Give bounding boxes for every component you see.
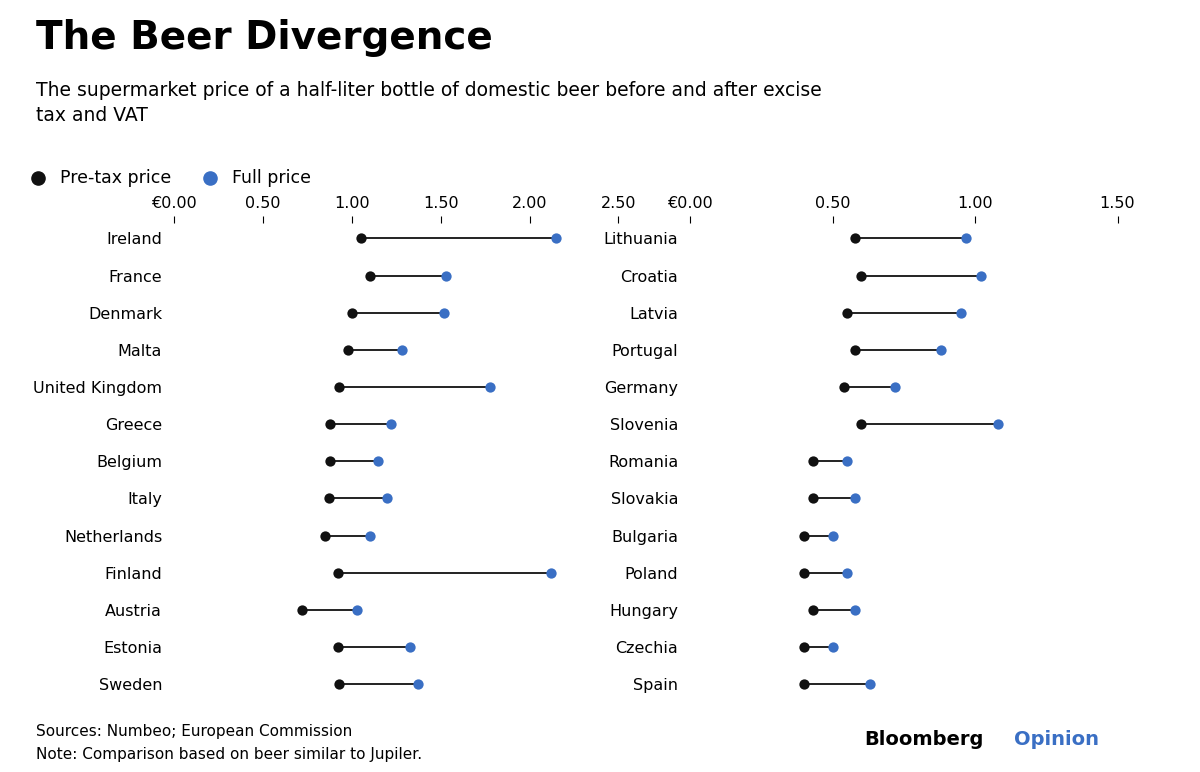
Text: The supermarket price of a half-liter bottle of domestic beer before and after e: The supermarket price of a half-liter bo… — [36, 81, 822, 125]
Point — [860, 678, 880, 690]
Point — [838, 455, 857, 467]
Text: Pre-tax price: Pre-tax price — [60, 168, 172, 187]
Point — [834, 381, 853, 393]
Point — [382, 418, 401, 430]
Point — [823, 530, 842, 542]
Point — [823, 641, 842, 653]
Point — [401, 641, 420, 653]
Point — [319, 493, 338, 505]
Point — [838, 306, 857, 319]
Point — [360, 269, 379, 282]
Point — [846, 604, 865, 616]
Point — [541, 567, 560, 579]
Point — [293, 604, 312, 616]
Text: Full price: Full price — [232, 168, 311, 187]
Point — [368, 455, 388, 467]
Point — [803, 604, 822, 616]
Point — [338, 344, 358, 356]
Point — [852, 418, 871, 430]
Point — [886, 381, 905, 393]
Point — [328, 567, 347, 579]
Text: The Beer Divergence: The Beer Divergence — [36, 19, 493, 57]
Point — [330, 381, 349, 393]
Point — [408, 678, 427, 690]
Point — [330, 678, 349, 690]
Text: Bloomberg: Bloomberg — [864, 730, 983, 749]
Point — [846, 344, 865, 356]
Point — [852, 269, 871, 282]
Text: Note: Comparison based on beer similar to Jupiler.: Note: Comparison based on beer similar t… — [36, 747, 422, 761]
Point — [952, 306, 971, 319]
Point — [971, 269, 990, 282]
Point — [320, 455, 340, 467]
Point — [803, 455, 822, 467]
Point — [437, 269, 456, 282]
Point — [838, 567, 857, 579]
Point — [794, 567, 814, 579]
Point — [352, 232, 371, 245]
Point — [392, 344, 412, 356]
Text: Sources: Numbeo; European Commission: Sources: Numbeo; European Commission — [36, 724, 353, 739]
Point — [931, 344, 950, 356]
Point — [956, 232, 976, 245]
Point — [342, 306, 361, 319]
Point — [846, 493, 865, 505]
Point — [803, 493, 822, 505]
Point — [320, 418, 340, 430]
Point — [29, 171, 48, 184]
Point — [794, 678, 814, 690]
Point — [989, 418, 1008, 430]
Point — [348, 604, 367, 616]
Point — [846, 232, 865, 245]
Point — [200, 171, 220, 184]
Point — [360, 530, 379, 542]
Point — [794, 641, 814, 653]
Point — [434, 306, 454, 319]
Point — [328, 641, 347, 653]
Point — [547, 232, 566, 245]
Point — [378, 493, 397, 505]
Point — [316, 530, 335, 542]
Point — [794, 530, 814, 542]
Point — [481, 381, 500, 393]
Text: Opinion: Opinion — [1014, 730, 1099, 749]
